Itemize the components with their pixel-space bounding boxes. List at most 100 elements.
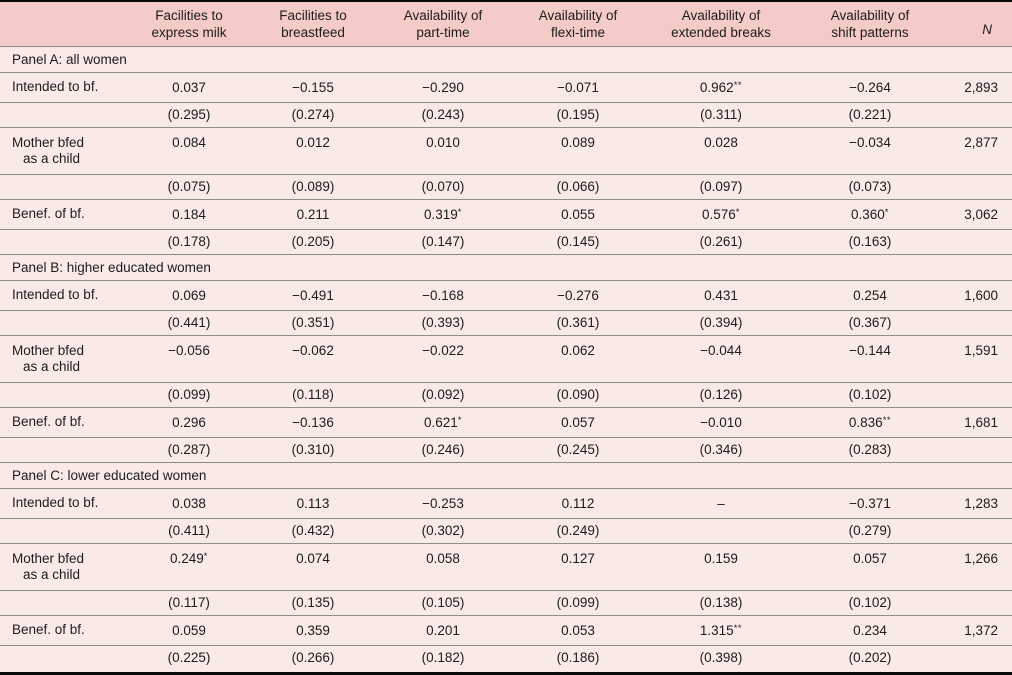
stderr-cell: (0.105) <box>421 595 465 610</box>
coefficient-value: 0.836 <box>848 414 883 430</box>
coefficient-cell: 0.038 <box>172 495 206 511</box>
stderr-cell: (0.202) <box>848 650 892 666</box>
coefficient-cell: 1.315** <box>646 615 796 645</box>
significance-stars: * <box>203 550 208 562</box>
stderr-cell: (0.178) <box>167 234 211 249</box>
row-label-line-1: Mother bfed <box>12 550 85 566</box>
significance-stars: * <box>457 206 462 218</box>
header-line-1: Availability of <box>403 7 483 23</box>
coefficient-cell: – <box>717 495 725 511</box>
n-cell: 1,372 <box>964 622 998 638</box>
coefficient-cell: −0.290 <box>422 79 464 95</box>
column-header: Facilities to express milk <box>128 2 250 46</box>
stderr-row-label-empty <box>0 437 128 462</box>
coefficient-cell: 0.201 <box>426 622 460 638</box>
row-label: Benef. of bf. <box>0 407 128 437</box>
column-header: Availability of flexi-time <box>510 2 646 46</box>
coefficient-cell: −0.044 <box>700 342 742 358</box>
row-label-line-1: Mother bfed <box>12 342 85 358</box>
coefficient-cell: 0.112 <box>561 495 595 511</box>
row-label-line-1: Benef. of bf. <box>12 414 85 429</box>
row-label: Benef. of bf. <box>0 199 128 229</box>
coefficient-cell: 0.074 <box>296 550 330 566</box>
stderr-cell: (0.186) <box>556 650 600 666</box>
column-header: Availability of part-time <box>376 2 510 46</box>
coefficient-cell: −0.022 <box>422 342 464 358</box>
header-line-2: extended breaks <box>671 24 771 40</box>
stderr-row-label-empty <box>0 590 128 615</box>
coefficient-cell: 0.028 <box>704 134 738 150</box>
row-label-column-header <box>0 2 128 46</box>
header-line-2: breastfeed <box>281 24 345 40</box>
row-label-line-1: Mother bfed <box>12 134 85 150</box>
coefficient-cell: 0.211 <box>296 206 330 222</box>
stderr-row-label-empty <box>0 102 128 127</box>
header-line-1: Availability of <box>830 7 910 23</box>
stderr-cell: (0.283) <box>848 442 892 457</box>
row-label: Intended to bf. <box>0 488 128 518</box>
coefficient-row: Intended to bf. 0.037 −0.155 −0.290 −0.071 0.… <box>0 72 1012 102</box>
stderr-cell: (0.070) <box>421 179 465 194</box>
stderr-cell: (0.246) <box>421 442 465 457</box>
stderr-n-empty <box>944 102 1012 127</box>
coefficient-cell: 0.053 <box>561 622 595 638</box>
coefficient-cell: −0.056 <box>168 342 210 358</box>
coefficient-cell: 0.010 <box>426 134 460 150</box>
coefficient-row: Intended to bf. 0.038 0.113 −0.253 0.112 – −0.… <box>0 488 1012 518</box>
row-label: Mother bfed as a child <box>0 543 128 590</box>
row-label-line-1: Intended to bf. <box>12 79 99 94</box>
panel-header-row: Panel C: lower educated women <box>0 462 1012 488</box>
stderr-n-empty <box>944 437 1012 462</box>
column-header: Availability of shift patterns <box>796 2 944 46</box>
stderr-cell: (0.117) <box>168 595 210 610</box>
coefficient-cell: 0.037 <box>172 79 206 95</box>
stderr-row-label-empty <box>0 518 128 543</box>
row-label-line-1: Benef. of bf. <box>12 622 85 637</box>
coefficient-cell: −0.155 <box>292 79 334 95</box>
coefficient-cell: −0.276 <box>557 287 599 303</box>
stderr-cell: (0.066) <box>556 179 600 194</box>
coefficient-cell: −0.010 <box>700 414 742 430</box>
stderr-cell: (0.302) <box>421 523 465 538</box>
coefficient-cell: −0.062 <box>292 342 334 358</box>
header-line-1: Facilities to <box>155 7 223 23</box>
stderr-row-label-empty <box>0 174 128 199</box>
coefficient-cell: −0.168 <box>422 287 464 303</box>
stderr-cell: (0.367) <box>848 315 892 330</box>
stderr-cell: (0.394) <box>699 315 743 330</box>
coefficient-value: 1.315 <box>699 622 734 638</box>
stderr-n-empty <box>944 229 1012 254</box>
n-cell: 2,877 <box>964 134 998 150</box>
row-label-line-1: Benef. of bf. <box>12 206 85 221</box>
n-cell: 1,591 <box>964 342 998 358</box>
header-line-2: part-time <box>416 24 470 40</box>
coefficient-row: Benef. of bf. 0.059 0.359 0.201 0.053 1.315**… <box>0 615 1012 645</box>
panel-title: Panel C: lower educated women <box>12 467 207 483</box>
coefficient-value: 0.621 <box>424 414 458 430</box>
column-header-n: N <box>982 21 992 37</box>
significance-stars: * <box>884 206 889 218</box>
stderr-cell: (0.411) <box>168 523 210 538</box>
stderr-row-label-empty <box>0 310 128 335</box>
coefficient-cell: −0.491 <box>292 287 334 303</box>
stderr-cell: (0.249) <box>556 523 600 538</box>
coefficient-cell: 0.254 <box>853 287 887 303</box>
coefficient-row: Mother bfed as a child −0.056 −0.062 −0.022 0… <box>0 335 1012 382</box>
row-label-line-1: Intended to bf. <box>12 495 99 510</box>
coefficient-cell: 0.055 <box>561 206 595 222</box>
stderr-cell: (0.243) <box>421 107 465 122</box>
stderr-cell: (0.118) <box>292 387 334 402</box>
table-body: Panel A: all women Intended to bf. 0.037 −0… <box>0 46 1012 670</box>
stderr-cell: (0.073) <box>848 179 892 194</box>
panel-header-row: Panel B: higher educated women <box>0 254 1012 280</box>
significance-stars: ** <box>733 622 743 634</box>
n-cell: 1,283 <box>964 495 998 511</box>
stderr-cell: (0.099) <box>167 387 211 402</box>
panel-title: Panel B: higher educated women <box>12 259 211 275</box>
n-cell: 1,600 <box>964 287 998 303</box>
row-label-line-2: as a child <box>23 566 81 582</box>
row-label: Intended to bf. <box>0 72 128 102</box>
stderr-cell: (0.147) <box>421 234 465 249</box>
coefficient-cell: 0.058 <box>426 550 460 566</box>
